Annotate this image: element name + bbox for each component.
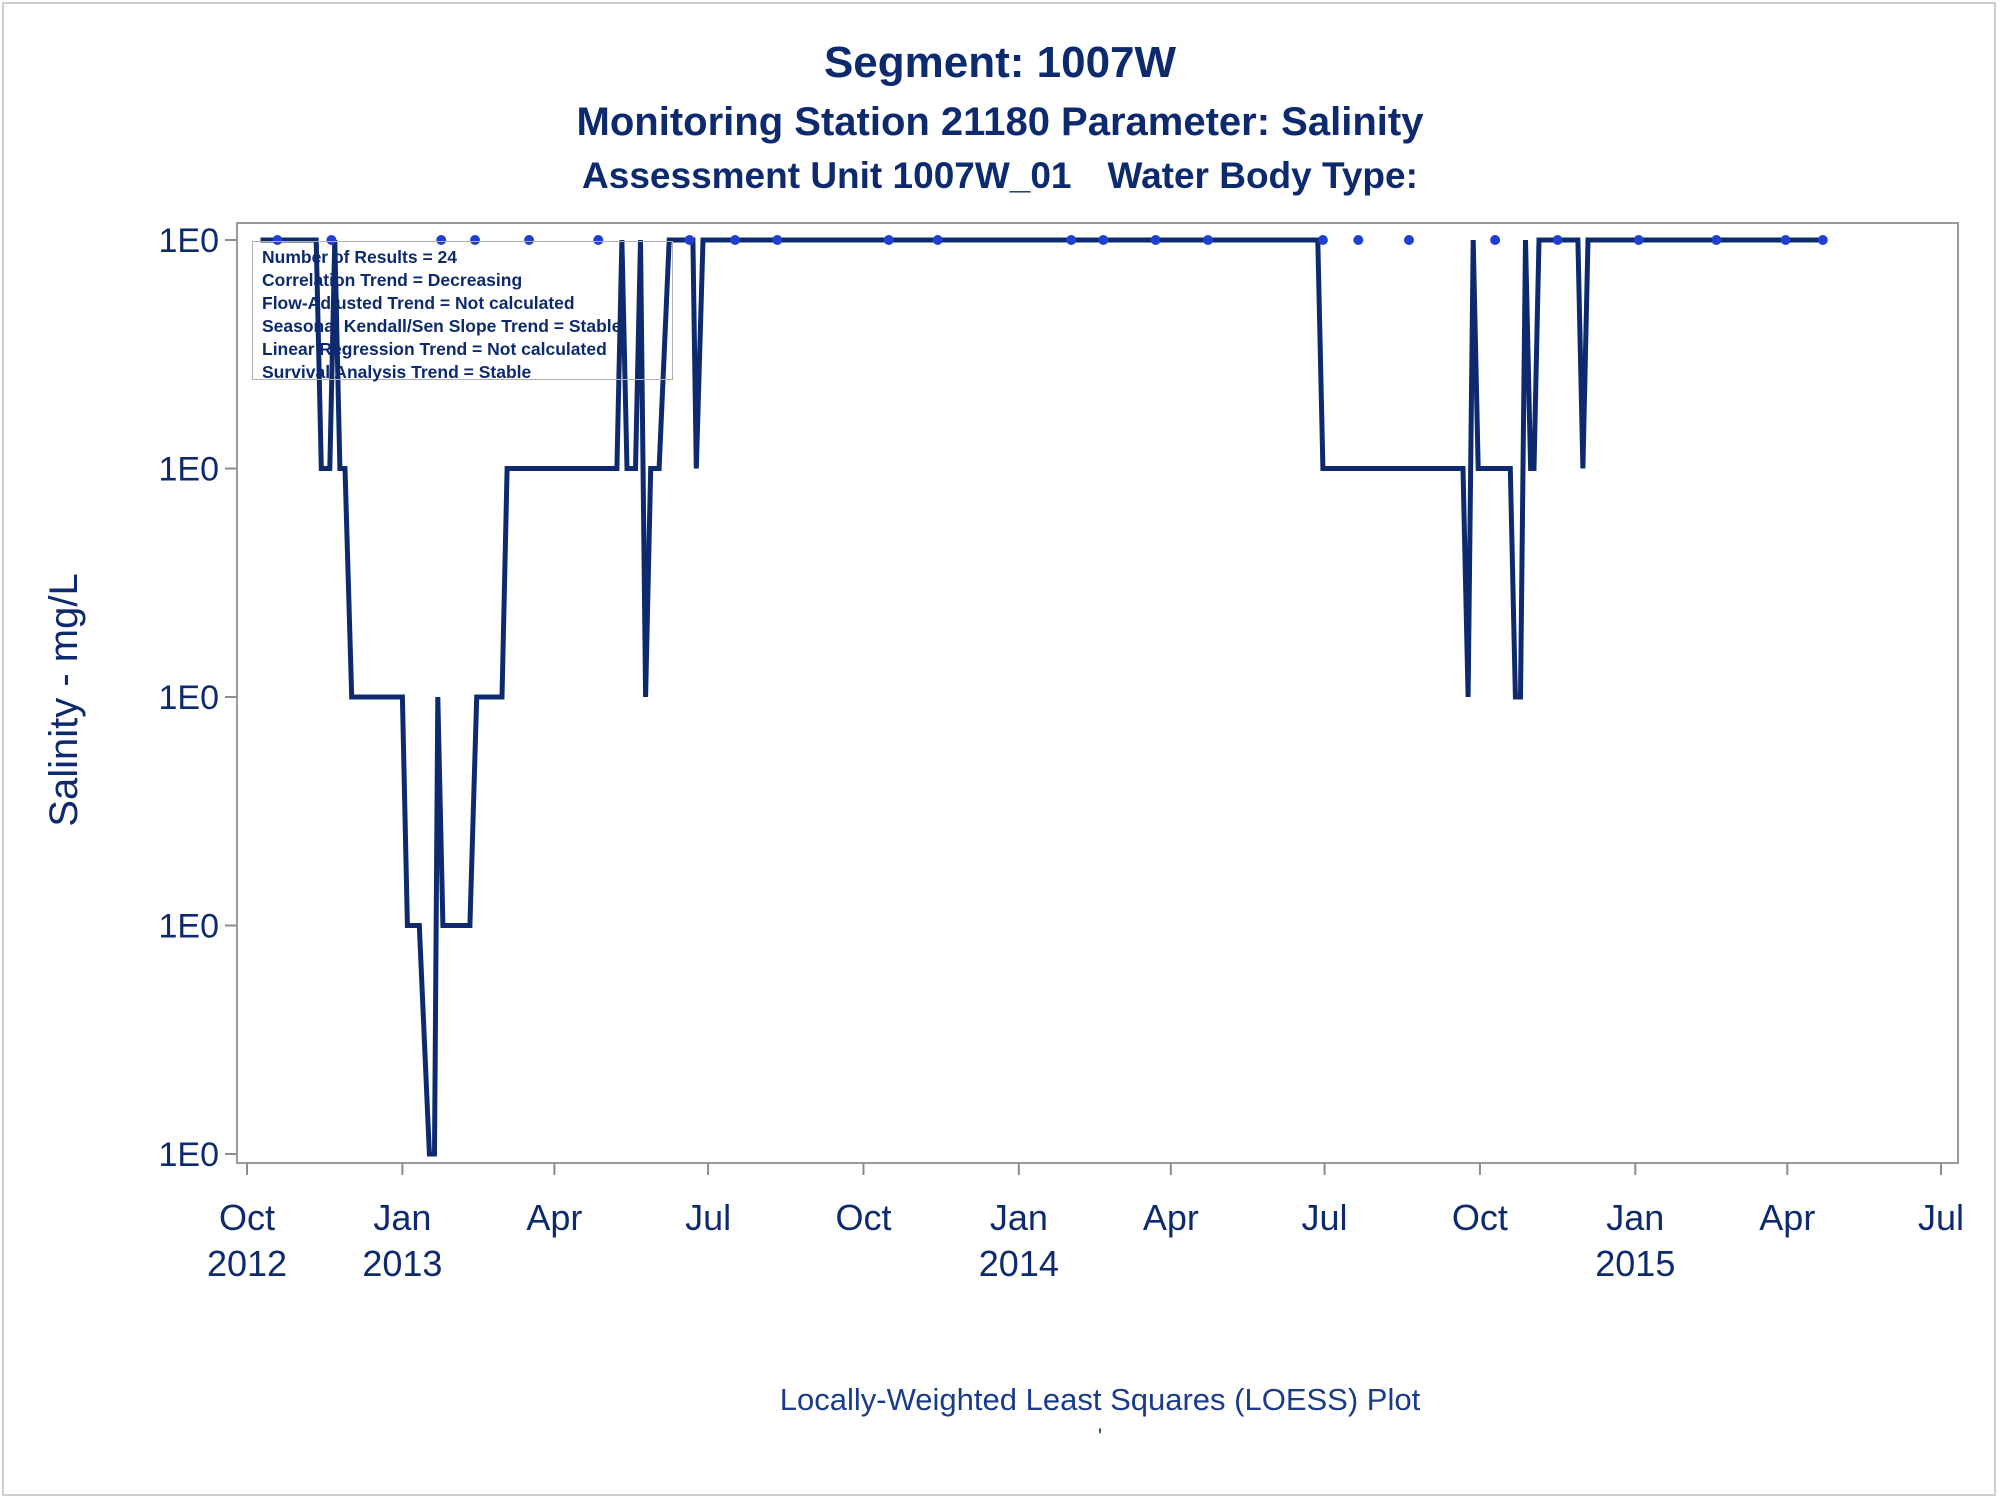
chart-subtitle: Monitoring Station 21180 Parameter: Sali… (576, 100, 1424, 144)
data-point (1066, 235, 1077, 245)
x-tick-label: Jul (1302, 1197, 1348, 1238)
data-point (730, 235, 741, 245)
data-point (1203, 235, 1214, 245)
x-tick-label: Jan (1606, 1197, 1664, 1238)
data-point (932, 235, 943, 245)
x-tick-label: Jul (685, 1197, 731, 1238)
data-point (436, 235, 447, 245)
plot-area-border (236, 222, 1959, 1164)
y-tick-label: 1E0 (159, 222, 220, 260)
y-tick-label: 1E0 (159, 1136, 220, 1174)
data-point (272, 235, 283, 245)
x-tick-year-label: 2012 (207, 1243, 287, 1284)
stat-linear-regression-trend: Linear Regression Trend = Not calculated (262, 339, 607, 359)
x-tick-label: Jul (1918, 1197, 1964, 1238)
data-point (326, 235, 337, 245)
data-point (1490, 235, 1501, 245)
x-tick-label: Oct (219, 1197, 275, 1238)
chart-subtitle-2: Assessment Unit 1007W_01 Water Body Type: (0, 155, 2000, 197)
x-tick-year-label: 2013 (362, 1243, 442, 1284)
stat-correlation-trend: Correlation Trend = Decreasing (262, 270, 523, 290)
x-tick-label: Apr (526, 1197, 582, 1238)
chart-title: Segment: 1007W (823, 38, 1177, 87)
data-point (1353, 235, 1364, 245)
data-point (1403, 235, 1414, 245)
data-point (1711, 235, 1722, 245)
data-point (1817, 235, 1828, 245)
footer-mark: ' (1097, 1424, 1103, 1449)
y-tick-label: 1E0 (159, 679, 220, 717)
x-tick-label: Oct (1452, 1197, 1508, 1238)
y-axis-label: Salinity - mg/L (42, 573, 86, 826)
data-point (1633, 235, 1644, 245)
data-point (1317, 235, 1328, 245)
x-tick-label: Oct (835, 1197, 891, 1238)
data-point (470, 235, 481, 245)
data-point (772, 235, 783, 245)
data-point (1780, 235, 1791, 245)
trend-statistics-box: Number of Results = 24 Correlation Trend… (252, 241, 673, 382)
stat-number-of-results: Number of Results = 24 (262, 247, 457, 267)
data-point (1552, 235, 1563, 245)
x-tick-label: Jan (990, 1197, 1048, 1238)
stat-seasonal-kendall-trend: Seasonal Kendall/Sen Slope Trend = Stabl… (262, 316, 622, 336)
y-tick-label: 1E0 (159, 451, 220, 489)
data-point (1150, 235, 1161, 245)
data-point (883, 235, 894, 245)
loess-line (260, 237, 1823, 1157)
stat-flow-adjusted-trend: Flow-Adjusted Trend = Not calculated (262, 293, 575, 313)
data-point (1098, 235, 1109, 245)
plot-caption: Locally-Weighted Least Squares (LOESS) P… (779, 1382, 1421, 1417)
x-tick-label: Jan (373, 1197, 431, 1238)
y-tick-label: 1E0 (159, 908, 220, 946)
x-tick-label: Apr (1759, 1197, 1815, 1238)
data-point (593, 235, 604, 245)
x-tick-year-label: 2014 (979, 1243, 1059, 1284)
stat-survival-analysis-trend: Survival Analysis Trend = Stable (262, 362, 532, 382)
assessment-unit-label: Assessment Unit 1007W_01 (582, 155, 1072, 196)
x-tick-label: Apr (1143, 1197, 1199, 1238)
x-tick-year-label: 2015 (1595, 1243, 1675, 1284)
data-point (524, 235, 535, 245)
water-body-type-label: Water Body Type: (1107, 155, 1418, 196)
data-point (684, 235, 695, 245)
